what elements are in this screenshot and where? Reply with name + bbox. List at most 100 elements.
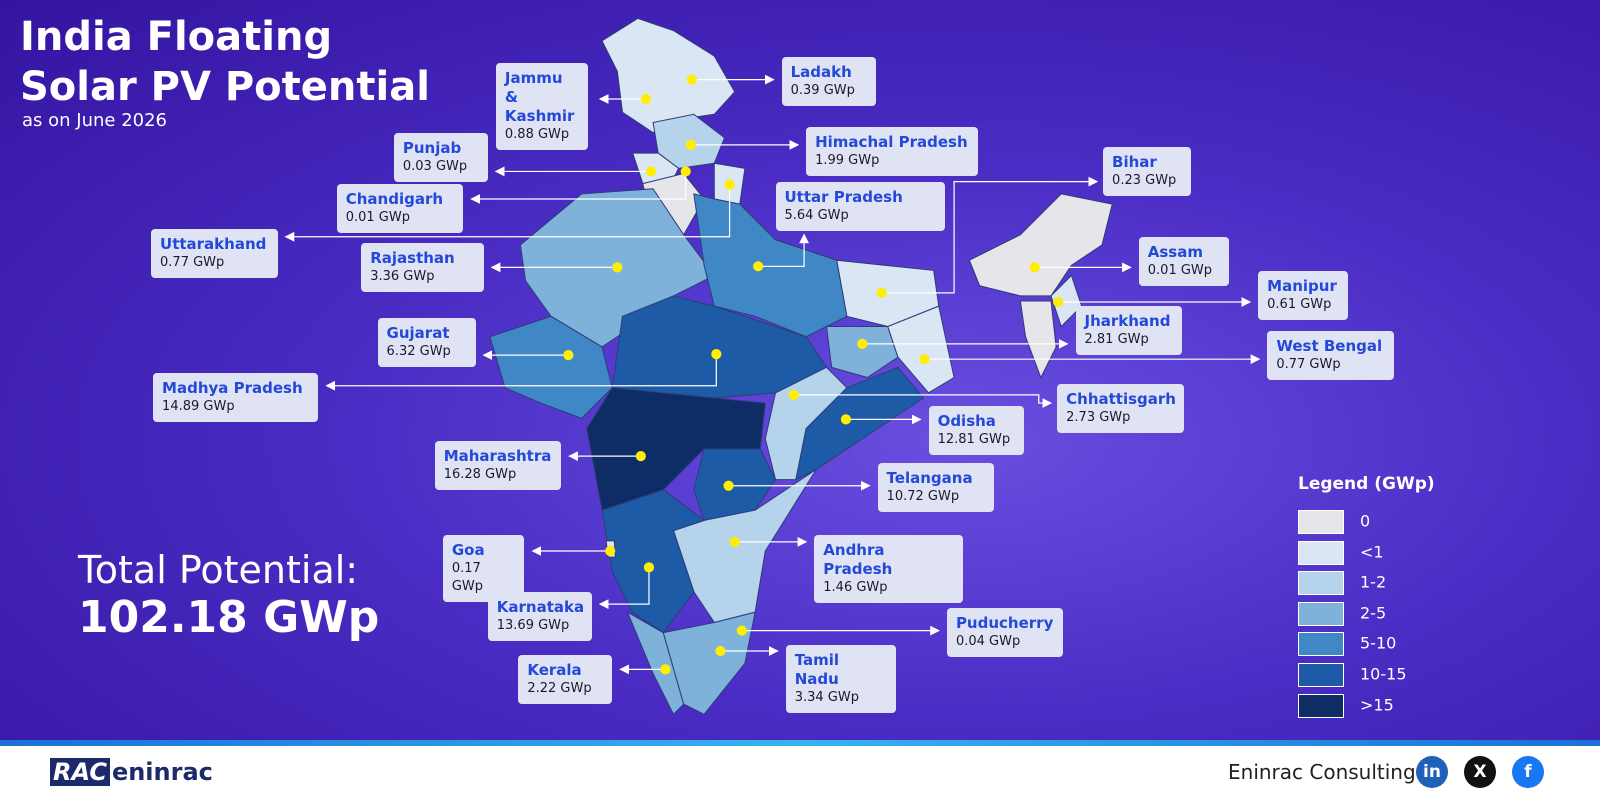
state-value: 0.17 GWp xyxy=(451,560,484,594)
state-dot xyxy=(876,287,887,298)
state-value: 0.01 GWp xyxy=(1147,262,1213,278)
footer-bar xyxy=(0,740,1600,746)
state-value: 0.01 GWp xyxy=(345,209,410,225)
legend-item: 0 xyxy=(1298,510,1458,536)
legend-title: Legend (GWp) xyxy=(1298,474,1435,494)
legend-item: 2-5 xyxy=(1298,601,1458,628)
connector xyxy=(470,171,687,204)
state-label: Himachal Pradesh 1.99 GWp xyxy=(806,126,978,176)
state-label: Rajasthan 3.36 GWp xyxy=(361,242,484,292)
legend-label: 1-2 xyxy=(1360,572,1387,592)
legend-swatch xyxy=(1298,510,1344,534)
state-name: Tamil Nadu xyxy=(794,650,840,688)
connector xyxy=(325,354,717,391)
state-label: Bihar 0.23 GWp xyxy=(1103,146,1191,196)
legend-item: >15 xyxy=(1298,693,1458,720)
state-value: 0.61 GWp xyxy=(1267,297,1332,313)
state-dot xyxy=(729,536,740,547)
total-value: 102.18 GWp xyxy=(78,592,380,643)
state-label: West Bengal 0.77 GWp xyxy=(1267,330,1394,380)
state-label: Chandigarh 0.01 GWp xyxy=(336,183,464,233)
state-value: 0.04 GWp xyxy=(955,634,1021,650)
state-value: 3.36 GWp xyxy=(370,268,435,284)
state-dot xyxy=(736,625,747,636)
region xyxy=(825,326,899,379)
social-icon[interactable]: in xyxy=(1416,756,1448,788)
state-name: Andhra Pradesh xyxy=(823,540,893,578)
state-label: Assam 0.01 GWp xyxy=(1138,236,1229,286)
state-name: Rajasthan xyxy=(370,248,455,267)
state-dot xyxy=(563,350,574,361)
state-label: Madhya Pradesh 14.89 GWp xyxy=(153,373,319,423)
state-value: 13.69 GWp xyxy=(496,617,570,633)
region xyxy=(1019,300,1057,379)
legend-item: 5-10 xyxy=(1298,632,1458,658)
state-name: Gujarat xyxy=(386,324,450,343)
state-value: 2.81 GWp xyxy=(1084,332,1149,348)
state-dot xyxy=(724,179,735,190)
footer xyxy=(0,746,1600,800)
state-label: Manipur 0.61 GWp xyxy=(1258,271,1348,321)
state-value: 0.88 GWp xyxy=(504,127,570,143)
state-name: Kerala xyxy=(527,661,582,680)
state-label: Puducherry 0.04 GWp xyxy=(946,608,1064,658)
legend-item: 10-15 xyxy=(1298,663,1458,689)
state-dot xyxy=(645,166,657,177)
legend-swatch xyxy=(1298,693,1344,718)
region xyxy=(968,193,1113,297)
state-label: Goa 0.17 GWp xyxy=(442,534,525,602)
state-name: Jammu & Kashmir xyxy=(504,69,575,126)
state-name: Uttar Pradesh xyxy=(784,187,903,206)
state-name: West Bengal xyxy=(1276,336,1383,355)
state-value: 0.77 GWp xyxy=(160,254,225,270)
logo: RAC eninrac xyxy=(50,758,213,786)
total-label: Total Potential: xyxy=(78,548,359,592)
state-value: 0.77 GWp xyxy=(1276,356,1341,372)
state-label: Tamil Nadu 3.34 GWp xyxy=(785,644,896,713)
legend-item: 1-2 xyxy=(1298,571,1458,597)
state-dot xyxy=(919,354,930,365)
state-name: Jharkhand xyxy=(1084,312,1171,331)
state-dot xyxy=(1029,262,1040,273)
state-name: Goa xyxy=(451,540,485,559)
social-icon[interactable]: X xyxy=(1464,756,1496,788)
state-label: Kerala 2.22 GWp xyxy=(518,655,613,705)
state-value: 5.64 GWp xyxy=(784,207,849,223)
state-label: Uttarakhand 0.77 GWp xyxy=(151,228,278,278)
logo-mark: RAC xyxy=(50,758,110,786)
state-dot xyxy=(840,414,852,425)
state-dot xyxy=(686,74,697,85)
state-label: Punjab 0.03 GWp xyxy=(393,132,488,182)
state-value: 14.89 GWp xyxy=(162,399,235,415)
state-dot xyxy=(1053,296,1064,308)
state-dot xyxy=(685,139,696,150)
connector xyxy=(284,184,731,242)
state-name: Odisha xyxy=(937,412,996,431)
connectors xyxy=(284,74,1261,675)
legend-item: <1 xyxy=(1298,540,1458,567)
state-value: 0.03 GWp xyxy=(402,158,468,174)
state-dot xyxy=(715,645,726,657)
legend-label: >15 xyxy=(1360,695,1394,715)
region xyxy=(887,305,955,394)
state-dot xyxy=(635,451,646,462)
state-value: 3.34 GWp xyxy=(794,689,859,705)
state-value: 6.32 GWp xyxy=(386,344,451,360)
state-name: Manipur xyxy=(1267,277,1337,296)
region xyxy=(626,611,685,716)
state-value: 0.39 GWp xyxy=(790,83,855,99)
subtitle: as on June 2026 xyxy=(22,110,168,131)
state-name: Karnataka xyxy=(496,597,585,616)
state-name: Puducherry xyxy=(955,614,1054,633)
social-icon[interactable]: f xyxy=(1512,756,1544,788)
state-dot xyxy=(711,348,722,360)
state-name: Himachal Pradesh xyxy=(815,132,968,151)
state-dot xyxy=(605,545,616,557)
company: Eninrac Consulting xyxy=(1228,760,1416,784)
legend-swatch xyxy=(1298,632,1344,657)
state-value: 12.81 GWp xyxy=(937,432,1011,448)
legend-label: 0 xyxy=(1360,511,1371,531)
state-dot xyxy=(680,166,691,177)
state-label: Jharkhand 2.81 GWp xyxy=(1075,306,1182,356)
